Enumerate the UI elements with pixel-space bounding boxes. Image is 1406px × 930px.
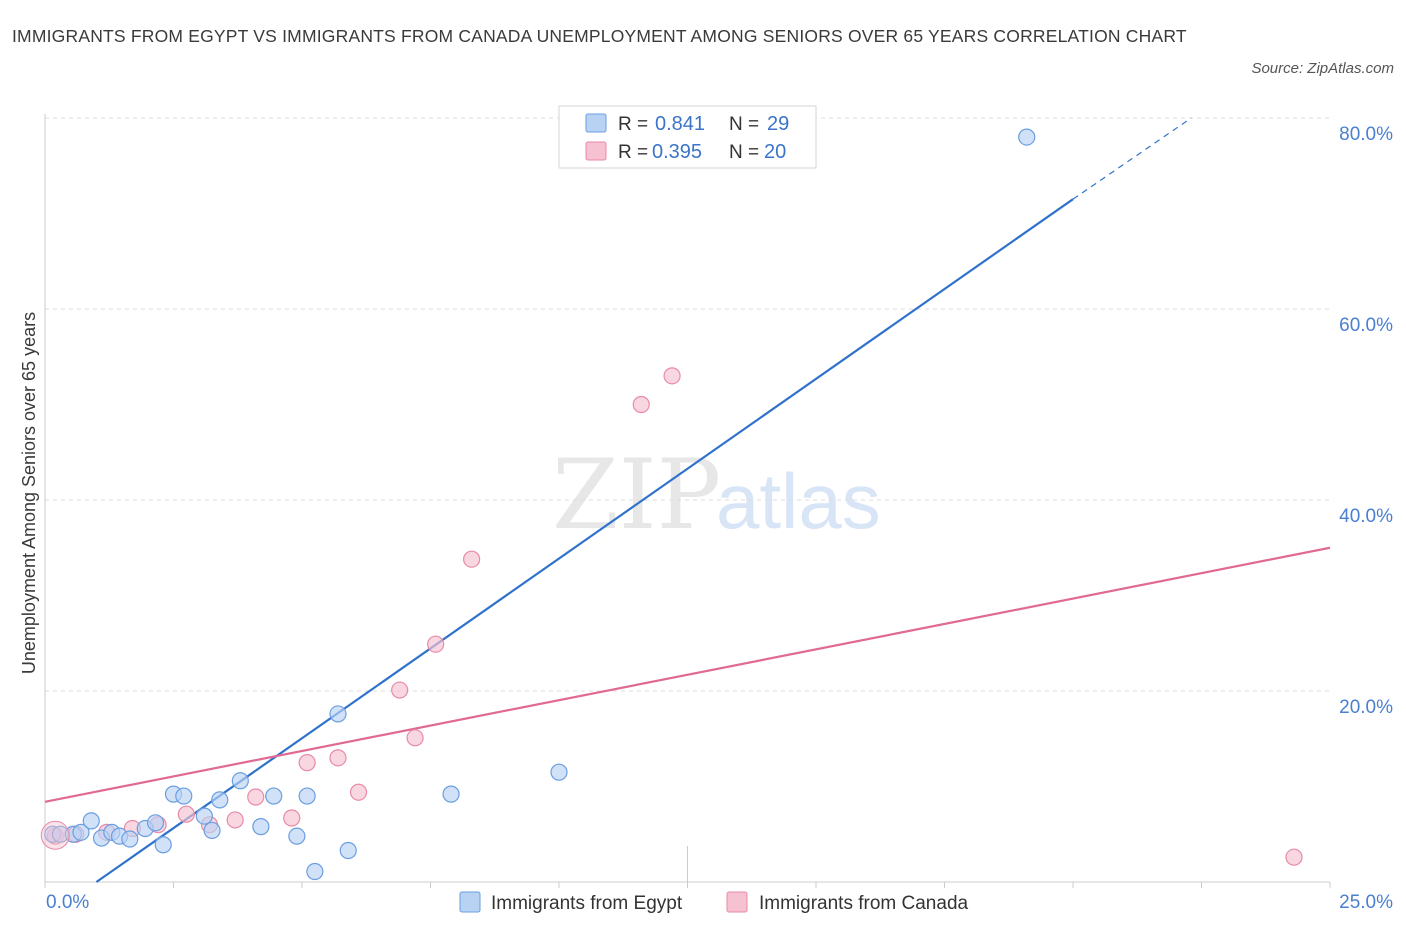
legend-egypt-icon [459, 891, 481, 913]
canada-swatch-icon [585, 141, 607, 161]
egypt-point [82, 812, 100, 830]
canada-point [663, 367, 681, 385]
canada-cluster-point [40, 820, 70, 850]
egypt-point [231, 772, 249, 790]
egypt-point [306, 862, 324, 881]
egypt-point [211, 791, 229, 809]
legend-canada-label: Immigrants from Canada [759, 893, 969, 914]
egypt-point [154, 836, 172, 854]
egypt-point [329, 705, 347, 723]
x-tick-label-max: 25.0% [1339, 892, 1393, 913]
egypt-swatch-icon [585, 113, 607, 133]
egypt-point [339, 841, 357, 860]
egypt-point [72, 823, 90, 841]
egypt-point [252, 818, 270, 836]
egypt-r-value: 0.841 [655, 113, 705, 135]
canada-point [427, 635, 445, 653]
canada-point [391, 681, 409, 699]
canada-r-label: R = [618, 142, 648, 163]
egypt-r-label: R = [618, 114, 648, 135]
source-label: Source: ZipAtlas.com [1251, 60, 1394, 77]
bottom-legend: Immigrants from Egypt Immigrants from Ca… [459, 891, 969, 914]
y-tick-label: 80.0% [1339, 124, 1393, 145]
canada-point [463, 550, 481, 568]
y-tick-label: 40.0% [1339, 506, 1393, 527]
watermark-zip: ZIP [552, 439, 721, 551]
egypt-point [1018, 128, 1036, 146]
canada-point [298, 754, 316, 772]
gridlines [45, 117, 1330, 692]
canada-n-value: 20 [764, 141, 786, 163]
y-tick-labels: 20.0% 40.0% 60.0% 80.0% [1339, 124, 1393, 718]
canada-point [1285, 848, 1303, 866]
y-axis-label: Unemployment Among Seniors over 65 years [19, 312, 39, 674]
stats-legend: R = 0.841 N = 29 R = 0.395 N = 20 [558, 105, 817, 169]
axes [44, 114, 1331, 888]
egypt-trend-extension [1072, 117, 1192, 200]
canada-point [247, 788, 265, 806]
canada-point [406, 729, 424, 747]
egypt-trend-line [95, 198, 1074, 883]
egypt-n-value: 29 [767, 113, 789, 135]
y-tick-label: 20.0% [1339, 697, 1393, 718]
egypt-point [298, 787, 316, 805]
canada-point [177, 805, 195, 823]
egypt-point [146, 814, 165, 832]
egypt-point [550, 763, 568, 781]
egypt-point [121, 830, 139, 848]
canada-n-label: N = [729, 142, 759, 163]
y-tick-label: 60.0% [1339, 315, 1393, 336]
legend-canada-icon [726, 891, 748, 913]
canada-r-value: 0.395 [652, 141, 702, 163]
trend-lines [44, 117, 1331, 883]
egypt-point [265, 787, 283, 805]
watermark-atlas: atlas [716, 457, 881, 545]
canada-point [632, 395, 650, 414]
canada-point [226, 811, 244, 829]
egypt-point [203, 821, 221, 840]
canada-point [283, 809, 301, 827]
egypt-n-label: N = [729, 114, 759, 135]
legend-egypt-label: Immigrants from Egypt [491, 893, 683, 914]
x-tick-labels: 0.0% 25.0% [46, 892, 1393, 913]
egypt-point [195, 807, 213, 825]
egypt-point [175, 787, 193, 805]
egypt-point [288, 827, 306, 845]
canada-point [349, 783, 368, 801]
canada-trend-line [44, 546, 1331, 803]
chart-title: IMMIGRANTS FROM EGYPT VS IMMIGRANTS FROM… [12, 26, 1187, 46]
x-tick-label-min: 0.0% [46, 892, 89, 913]
egypt-point [442, 785, 460, 803]
data-points [40, 128, 1303, 881]
canada-point [329, 749, 347, 767]
